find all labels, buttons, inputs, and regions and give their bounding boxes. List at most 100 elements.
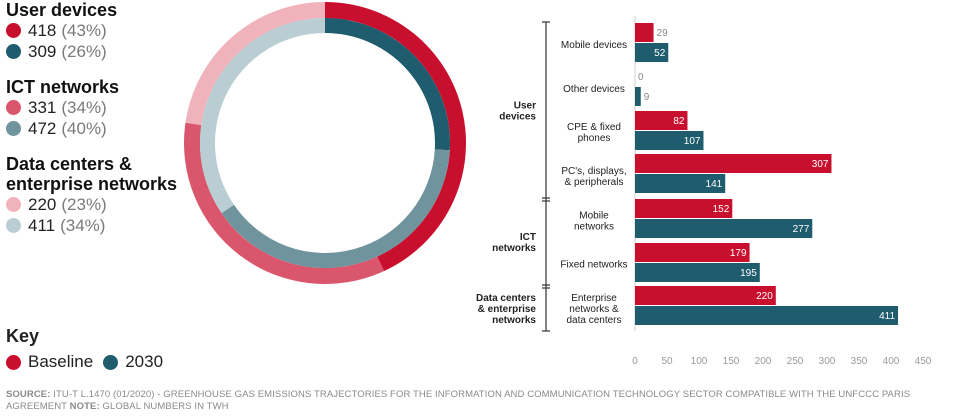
donut-chart	[184, 2, 466, 284]
bar-baseline	[635, 243, 750, 262]
legend-row-ict-2030: 472 (40%)	[6, 118, 206, 139]
bar-2030	[635, 43, 669, 62]
legend-row-dc-2030: 411 (34%)	[6, 215, 206, 236]
bar-2030	[635, 174, 726, 193]
key-item-baseline: Baseline	[6, 352, 93, 372]
donut-slice-2030-data-centers	[200, 18, 325, 214]
bar-value-label: 29	[657, 28, 669, 39]
bar-value-label: 107	[684, 136, 701, 147]
donut-legend: User devices 418 (43%) 309 (26%) ICT net…	[6, 0, 206, 236]
donut-slice-2030-ict-networks	[221, 149, 450, 269]
donut-slice-baseline-user-devices	[325, 2, 466, 272]
bar-value-label: 82	[673, 116, 685, 127]
footer-source: SOURCE: ITU-T L.1470 (01/2020) - Greenho…	[6, 389, 946, 413]
baseline-swatch	[6, 354, 21, 370]
source-label: SOURCE:	[6, 389, 51, 400]
key-row: Baseline 2030	[6, 352, 173, 372]
legend-percent: (34%)	[60, 216, 106, 235]
group-label: & enterprise	[478, 304, 537, 315]
bar-2030	[635, 87, 641, 106]
legend-title-data-centers-line2: enterprise networks	[6, 174, 178, 194]
donut-slice-baseline-data-centers	[185, 2, 325, 126]
bar-baseline	[635, 199, 733, 218]
category-label: CPE & fixed	[567, 122, 621, 133]
legend-title-ict-networks: ICT networks	[6, 77, 120, 97]
legend-value: 331	[28, 98, 57, 117]
x-tick-label: 400	[883, 356, 900, 367]
legend-group-ict-networks: ICT networks 331 (34%) 472 (40%)	[6, 77, 206, 139]
bar-value-label: 179	[730, 248, 747, 259]
category-label: Mobile devices	[561, 40, 627, 51]
bar-value-label: 0	[638, 72, 644, 83]
bar-value-label: 52	[654, 48, 666, 59]
ict-baseline-swatch	[6, 100, 21, 115]
legend-value: 220	[28, 195, 57, 214]
dc-2030-swatch	[6, 218, 21, 233]
x-tick-label: 150	[723, 356, 740, 367]
note-text: Global numbers in TWh	[102, 401, 229, 412]
category-label: Other devices	[563, 84, 625, 95]
legend-row-dc-baseline: 220 (23%)	[6, 194, 206, 215]
legend-value: 418	[28, 21, 57, 40]
category-label: data centers	[566, 315, 621, 326]
category-label: networks &	[569, 304, 619, 315]
x-tick-label: 50	[661, 356, 673, 367]
bar-2030	[635, 263, 760, 282]
group-label: User	[514, 101, 536, 112]
x-tick-label: 100	[691, 356, 708, 367]
group-label: ICT	[520, 232, 536, 243]
legend-value: 411	[28, 216, 56, 235]
x-tick-label: 350	[851, 356, 868, 367]
category-label: phones	[578, 133, 611, 144]
group-label: Data centers	[476, 293, 536, 304]
bar-value-label: 411	[879, 311, 895, 322]
key-legend: Key Baseline 2030	[6, 326, 173, 372]
legend-title-data-centers-line1: Data centers &	[6, 154, 133, 174]
legend-percent: (43%)	[61, 21, 107, 40]
legend-percent: (34%)	[61, 98, 107, 117]
legend-value: 472	[28, 119, 57, 138]
bar-baseline	[635, 154, 832, 173]
ict-2030-swatch	[6, 121, 21, 136]
dc-baseline-swatch	[6, 197, 21, 212]
category-label: PC's, displays,	[561, 166, 626, 177]
group-label: networks	[492, 315, 536, 326]
legend-row-user-devices-baseline: 418 (43%)	[6, 20, 206, 41]
source-text: ITU-T L.1470 (01/2020) - Greenhouse gas …	[6, 389, 911, 412]
bar-baseline	[635, 111, 688, 130]
bar-value-label: 141	[706, 179, 723, 190]
2030-swatch	[6, 44, 21, 59]
category-label: Enterprise	[571, 293, 617, 304]
bar-value-label: 9	[644, 92, 650, 103]
bar-value-label: 307	[812, 159, 829, 170]
category-label: Fixed networks	[560, 260, 627, 271]
key-label-2030: 2030	[125, 352, 164, 371]
legend-percent: (40%)	[61, 119, 107, 138]
legend-percent: (26%)	[61, 42, 107, 61]
legend-percent: (23%)	[61, 195, 107, 214]
legend-row-ict-baseline: 331 (34%)	[6, 97, 206, 118]
donut-slice-baseline-ict-networks	[184, 122, 384, 284]
baseline-swatch	[6, 23, 21, 38]
bar-baseline	[635, 23, 654, 42]
bar-value-label: 277	[793, 224, 810, 235]
bar-2030	[635, 219, 813, 238]
bar-2030	[635, 131, 704, 150]
category-label: Mobile	[579, 211, 609, 222]
group-label: devices	[499, 112, 536, 123]
category-label: networks	[574, 222, 614, 233]
key-title: Key	[6, 326, 40, 346]
legend-group-data-centers: Data centers & enterprise networks 220 (…	[6, 154, 206, 236]
note-label: NOTE:	[69, 401, 100, 412]
key-label-baseline: Baseline	[28, 352, 94, 371]
bar-value-label: 195	[740, 268, 757, 279]
legend-value: 309	[28, 42, 57, 61]
2030-swatch	[103, 354, 119, 370]
x-tick-label: 300	[819, 356, 836, 367]
bar-2030	[635, 306, 899, 325]
category-label: & peripherals	[565, 177, 624, 188]
x-tick-label: 450	[915, 356, 932, 367]
legend-row-user-devices-2030: 309 (26%)	[6, 41, 206, 62]
x-tick-label: 200	[755, 356, 772, 367]
legend-group-user-devices: User devices 418 (43%) 309 (26%)	[6, 0, 206, 62]
